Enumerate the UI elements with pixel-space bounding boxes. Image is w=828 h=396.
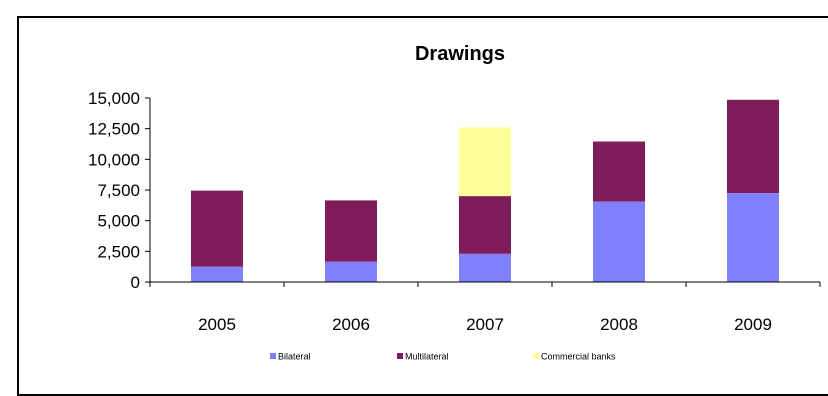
- legend-label: Multilateral: [405, 352, 449, 362]
- y-tick-label: 0: [131, 273, 140, 292]
- bar-2005-multilateral: [191, 190, 243, 267]
- y-tick-label: 2,500: [97, 242, 140, 261]
- bar-2005-bilateral: [191, 266, 243, 282]
- bar-2007-commercial-banks: [459, 127, 511, 197]
- x-tick-label: 2005: [198, 315, 236, 334]
- y-tick-label: 5,000: [97, 212, 140, 231]
- legend-item: Commercial banks: [533, 352, 616, 362]
- bar-2009-multilateral: [727, 99, 779, 193]
- bar-2007-bilateral: [459, 253, 511, 282]
- bar-2008-bilateral: [593, 201, 645, 282]
- plot-area: 0 2,500 5,000 7,500 10,000 12,500 15,000 2005 20…: [88, 89, 821, 334]
- bar-2007-multilateral: [459, 196, 511, 254]
- x-tick-label: 2007: [466, 315, 504, 334]
- y-tick-label: 10,000: [88, 150, 140, 169]
- bar-2009-bilateral: [727, 193, 779, 282]
- legend-swatch: [270, 353, 276, 359]
- y-tick-label: 12,500: [88, 120, 140, 139]
- x-tick-label: 2009: [734, 315, 772, 334]
- y-tick-label: 15,000: [88, 89, 140, 108]
- legend-label: Commercial banks: [541, 352, 616, 362]
- legend-label: Bilateral: [278, 352, 311, 362]
- y-tick-label: 7,500: [97, 181, 140, 200]
- bar-2006-multilateral: [325, 200, 377, 262]
- legend-item: Multilateral: [397, 352, 449, 362]
- legend-swatch: [397, 353, 403, 359]
- bar-2006-bilateral: [325, 261, 377, 282]
- chart-title: Drawings: [415, 43, 505, 65]
- x-tick-label: 2008: [600, 315, 638, 334]
- legend-item: Bilateral: [270, 352, 311, 362]
- bar-2008-multilateral: [593, 141, 645, 202]
- chart-frame: [17, 16, 828, 396]
- x-tick-label: 2006: [332, 315, 370, 334]
- legend: Bilateral Multilateral Commercial banks: [270, 352, 616, 362]
- legend-swatch: [533, 353, 539, 359]
- drawings-chart: Drawings 0 2,500 5,000 7,500 10,000 12,500 15,…: [88, 43, 821, 362]
